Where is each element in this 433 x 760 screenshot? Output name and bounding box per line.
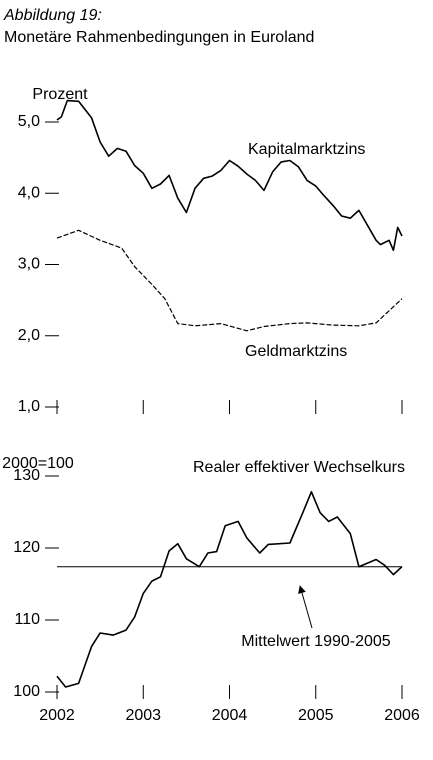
y-tick-label: 130 (13, 467, 40, 484)
y-axis-label: 2000=100 (2, 455, 74, 472)
y-axis-label: Prozent (32, 86, 88, 103)
arrow (298, 585, 313, 629)
series-label: Geldmarktzins (245, 343, 347, 360)
x-tick-label: 2003 (125, 707, 161, 724)
x-tick-label: 2006 (384, 707, 420, 724)
x-tick-label: 2002 (39, 707, 75, 724)
y-tick-label: 110 (14, 611, 40, 628)
y-tick-label: 120 (13, 539, 40, 556)
series-label: Kapitalmarktzins (248, 141, 365, 158)
series-label: Realer effektiver Wechselkurs (193, 459, 405, 476)
series-line (56, 99, 403, 252)
y-tick-label: 1,0 (18, 398, 40, 415)
y-tick-label: 100 (13, 683, 40, 700)
y-tick-label: 2,0 (18, 327, 40, 344)
chart-subtitle: Monetäre Rahmenbedingungen in Euroland (4, 29, 314, 46)
series-line (56, 490, 403, 688)
y-tick-label: 3,0 (18, 256, 40, 273)
x-tick-label: 2004 (212, 707, 248, 724)
x-tick-label: 2005 (298, 707, 334, 724)
reference-label: Mittelwert 1990-2005 (241, 633, 391, 650)
y-tick-label: 4,0 (18, 184, 40, 201)
y-tick-label: 5,0 (18, 113, 40, 130)
series-line (56, 229, 403, 332)
chart-title: Abbildung 19: (3, 7, 102, 24)
